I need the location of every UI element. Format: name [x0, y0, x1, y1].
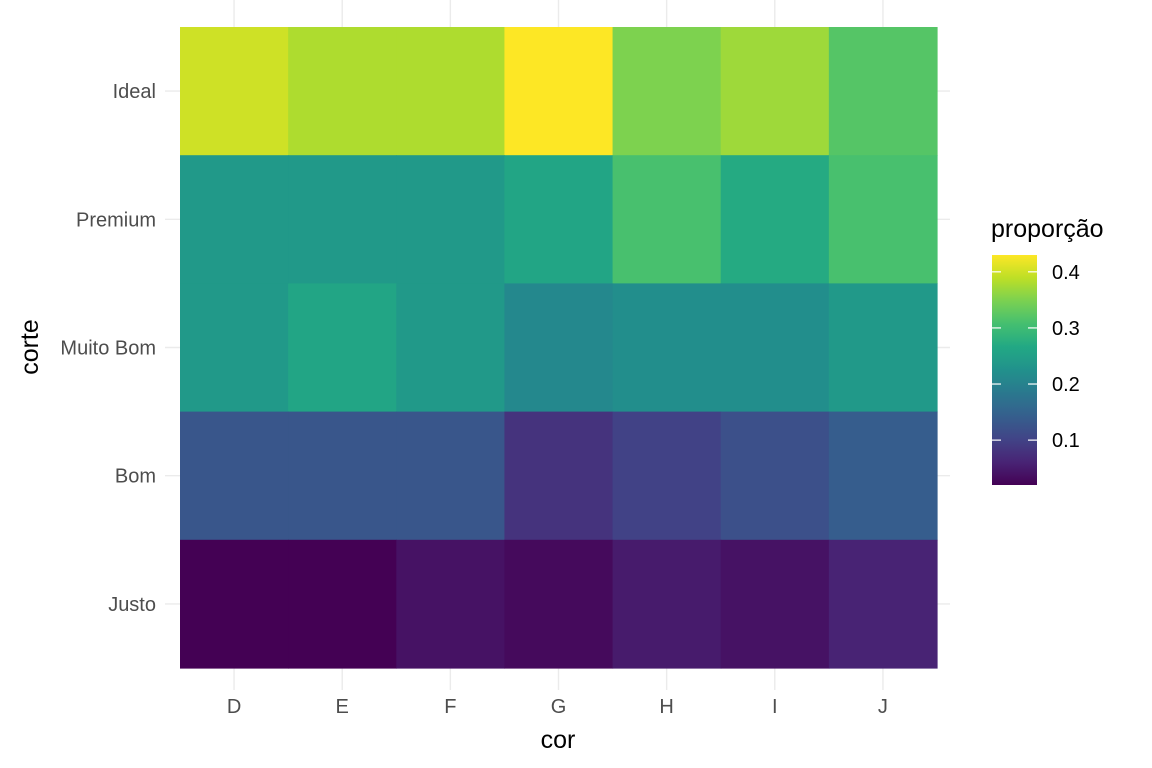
heatmap-cell [396, 283, 506, 413]
heatmap-cells [180, 27, 938, 669]
heatmap-cell [288, 155, 397, 284]
heatmap-cell [288, 27, 397, 156]
heatmap-cell [828, 27, 938, 156]
y-axis-ticks: Ideal Premium Muito Bom Bom Justo [60, 81, 156, 616]
legend-tick-label: 0.4 [1052, 262, 1080, 284]
heatmap-cell [720, 411, 830, 541]
legend-tick-label: 0.3 [1052, 318, 1080, 340]
heatmap-cell [828, 539, 938, 669]
heatmap-cell [612, 539, 722, 669]
legend-title: proporção [991, 215, 1104, 243]
heatmap-cell [288, 539, 397, 669]
heatmap-cell [720, 155, 830, 284]
heatmap-cell [288, 411, 397, 541]
color-legend: proporção 0.1 0.2 0.3 0.4 [991, 215, 1104, 485]
heatmap-cell [612, 27, 722, 156]
heatmap-cell [720, 283, 830, 413]
heatmap-cell [720, 539, 830, 669]
heatmap-cell [180, 27, 289, 156]
y-tick-label: Premium [76, 209, 156, 231]
heatmap-cell [396, 539, 506, 669]
heatmap-cell [720, 27, 830, 156]
heatmap-cell [612, 411, 722, 541]
y-tick-label: Bom [115, 466, 156, 488]
y-tick-label: Ideal [113, 81, 156, 103]
x-axis-title: cor [541, 726, 576, 754]
heatmap-cell [828, 411, 938, 541]
legend-ticks: 0.1 0.2 0.3 0.4 [992, 262, 1080, 452]
y-tick-label: Justo [108, 594, 156, 616]
heatmap-cell [396, 155, 506, 284]
legend-tick-label: 0.2 [1052, 374, 1080, 396]
x-tick-label: J [878, 696, 888, 718]
heatmap-cell [396, 411, 506, 541]
heatmap-cell [180, 283, 289, 413]
heatmap-cell [612, 283, 722, 413]
x-tick-label: F [444, 696, 456, 718]
legend-tick-label: 0.1 [1052, 430, 1080, 452]
heatmap-cell [504, 539, 614, 669]
x-tick-label: I [772, 696, 778, 718]
heatmap-cell [612, 155, 722, 284]
heatmap-cell [504, 283, 614, 413]
y-tick-label: Muito Bom [60, 338, 156, 360]
x-tick-label: D [227, 696, 241, 718]
x-tick-label: G [551, 696, 567, 718]
heatmap-cell [828, 155, 938, 284]
x-tick-label: E [336, 696, 349, 718]
heatmap-cell [288, 283, 397, 413]
x-tick-label: H [659, 696, 673, 718]
heatmap-cell [504, 411, 614, 541]
heatmap-cell [828, 283, 938, 413]
heatmap-cell [180, 155, 289, 284]
heatmap-cell [180, 411, 289, 541]
heatmap-cell [396, 27, 506, 156]
x-axis-ticks: D E F G H I J [227, 696, 888, 718]
y-axis-title: corte [16, 319, 44, 375]
heatmap-cell [504, 155, 614, 284]
legend-colorbar [992, 255, 1037, 485]
heatmap-cell [504, 27, 614, 156]
heatmap-cell [180, 539, 289, 669]
